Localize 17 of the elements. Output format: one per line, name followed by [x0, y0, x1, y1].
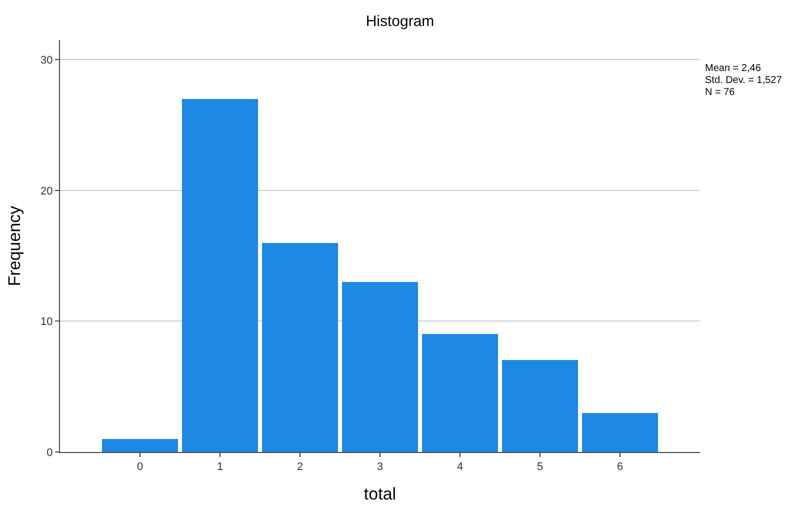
text: Std. Dev. = 1,527 — [705, 75, 782, 86]
x-tick-label: 5 — [536, 461, 544, 474]
x-axis-title: total — [364, 484, 396, 504]
x-tick-label: 1 — [216, 461, 224, 474]
y-tick-label: 0 — [46, 446, 53, 459]
text: Mean = 2,46 — [705, 63, 762, 74]
y-tick-label: 30 — [40, 54, 53, 66]
chart-title: Histogram — [366, 12, 434, 30]
y-tick-label: 20 — [40, 185, 53, 198]
x-tick-label: 4 — [456, 461, 464, 474]
x-tick-label: 6 — [616, 461, 624, 474]
y-tick-label: 10 — [40, 316, 53, 328]
x-tick-label: 3 — [376, 461, 384, 474]
x-tick-label: 2 — [296, 461, 304, 474]
y-axis-title: Frequency — [5, 205, 24, 286]
x-tick-label: 0 — [136, 461, 144, 474]
text: N = 76 — [705, 87, 736, 98]
